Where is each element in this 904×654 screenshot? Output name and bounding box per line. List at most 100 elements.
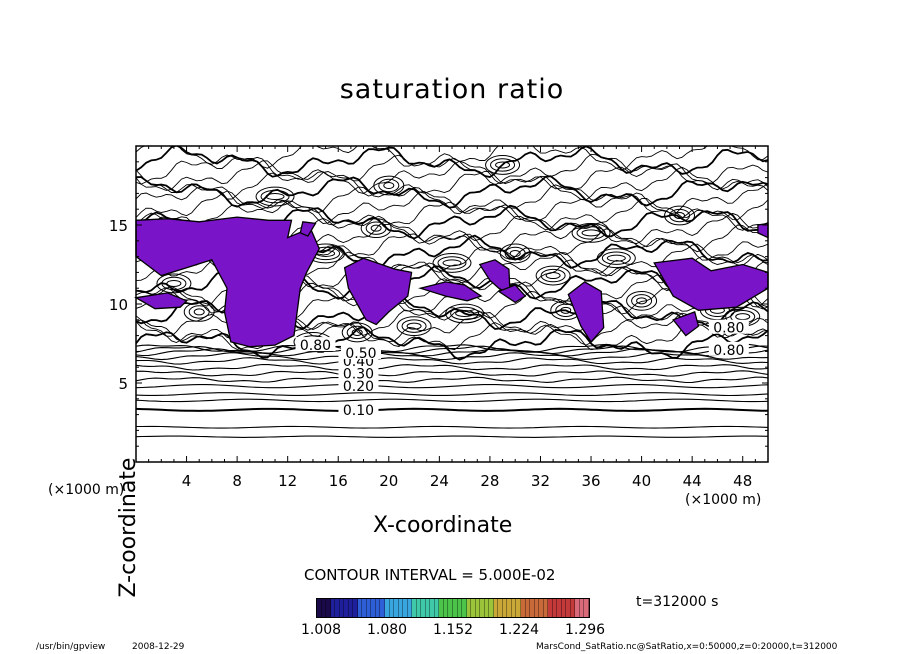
colorbar-stripe [466, 599, 472, 617]
colorbar-stripe [317, 599, 322, 617]
contour-label-bg [338, 401, 379, 416]
colorbar-stripe [579, 599, 585, 617]
contour-eddy [378, 178, 400, 193]
colorbar-stripe [434, 599, 440, 617]
y-tick-label: 5 [118, 375, 128, 393]
colorbar-stripe [507, 599, 512, 617]
colorbar-stripe [394, 599, 399, 617]
contour-line [136, 160, 768, 194]
colorbar-stripe [448, 599, 453, 617]
contour-eddy [260, 189, 290, 204]
contour-eddy [596, 248, 636, 269]
contour-label: 0.80 [713, 321, 744, 337]
contour-label-bg [338, 378, 379, 393]
colorbar [316, 598, 590, 618]
footer-date: 2008-12-29 [132, 642, 185, 652]
contour-layer [136, 146, 768, 438]
contour-eddy [373, 175, 405, 196]
contour-eddy [581, 229, 601, 237]
colorbar-stripe [389, 599, 395, 617]
contour-eddy [535, 265, 571, 286]
contour-eddy [606, 254, 626, 262]
contour-eddy [636, 297, 648, 305]
colorbar-stripe [534, 599, 540, 617]
contour-eddy [193, 308, 205, 316]
colorbar-tick-label: 1.224 [499, 622, 540, 638]
y-tick-label: 10 [109, 296, 128, 314]
x-tick-label: 32 [531, 472, 550, 490]
contour-label-bg [295, 337, 336, 352]
contour-eddy [265, 193, 285, 201]
contour-eddy [383, 182, 395, 189]
colorbar-tick-label: 1.080 [367, 622, 408, 638]
colorbar-stripe [412, 599, 417, 617]
contour-label-bg [708, 341, 749, 356]
colorbar-stripe [443, 599, 449, 617]
colorbar-stripe [380, 599, 385, 617]
colorbar-stripe [326, 599, 331, 617]
contour-eddy [360, 218, 392, 239]
x-axis-title: X-coordinate [373, 513, 513, 538]
colorbar-stripe [561, 599, 567, 617]
contour-label: 0.10 [343, 403, 374, 419]
contour-lines [136, 146, 768, 438]
contour-eddy [455, 309, 475, 317]
colorbar-stripe [471, 599, 476, 617]
contour-eddy [341, 322, 373, 343]
contour-line [136, 384, 768, 389]
supersaturated-region [299, 221, 317, 237]
contour-label: 0.50 [345, 346, 376, 362]
colorbar-stripe [416, 599, 422, 617]
contour-line [136, 407, 768, 412]
colorbar-stripe [425, 599, 431, 617]
colorbar-stripe [543, 599, 549, 617]
contour-line [136, 146, 768, 171]
contour-eddy [406, 322, 422, 330]
contour-eddy [437, 256, 467, 270]
colorbar-stripe [453, 599, 458, 617]
contour-line [136, 319, 768, 351]
contour-eddy [351, 328, 363, 336]
contour-eddy [450, 306, 480, 321]
colorbar-stripe [557, 599, 562, 617]
contour-line [136, 370, 768, 377]
colorbar-tick-label: 1.152 [433, 622, 474, 638]
contour-eddy [365, 221, 387, 235]
contour-eddy [674, 212, 686, 220]
x-tick-label: 28 [480, 472, 499, 490]
colorbar-stripe [403, 599, 408, 617]
contour-eddy [161, 276, 187, 291]
supersaturated-region [343, 257, 413, 326]
contour-label: 0.30 [343, 367, 374, 383]
colorbar-stripe [502, 599, 508, 617]
colorbar-stripe [366, 599, 372, 617]
colorbar-stripe [539, 599, 544, 617]
colorbar-stripe [552, 599, 558, 617]
colorbar-stripe [575, 599, 580, 617]
colorbar-stripe [480, 599, 485, 617]
x-tick-label: 16 [329, 472, 348, 490]
contour-eddy [735, 313, 751, 321]
x-tick-label: 36 [581, 472, 600, 490]
contour-line [136, 357, 768, 365]
colorbar-stripe [421, 599, 426, 617]
contour-line [136, 425, 768, 429]
x-tick-label: 20 [379, 472, 398, 490]
contour-eddy [183, 302, 215, 322]
colorbar-stripe [348, 599, 354, 617]
x-tick-label: 24 [430, 472, 449, 490]
contour-label-layer: 0.100.200.300.400.500.800.800.80 [295, 319, 749, 419]
contour-eddy [626, 290, 658, 311]
x-tick-label: 40 [632, 472, 651, 490]
colorbar-stripe [525, 599, 531, 617]
contour-eddy [669, 208, 691, 223]
contour-label: 0.80 [713, 343, 744, 359]
colorbar-stripe [407, 599, 413, 617]
colorbar-tick-label: 1.296 [565, 622, 606, 638]
supersaturated-region [672, 311, 700, 337]
footer-program-path: /usr/bin/gpview [36, 642, 106, 652]
colorbar-stripe [493, 599, 499, 617]
contour-eddy [445, 303, 485, 324]
